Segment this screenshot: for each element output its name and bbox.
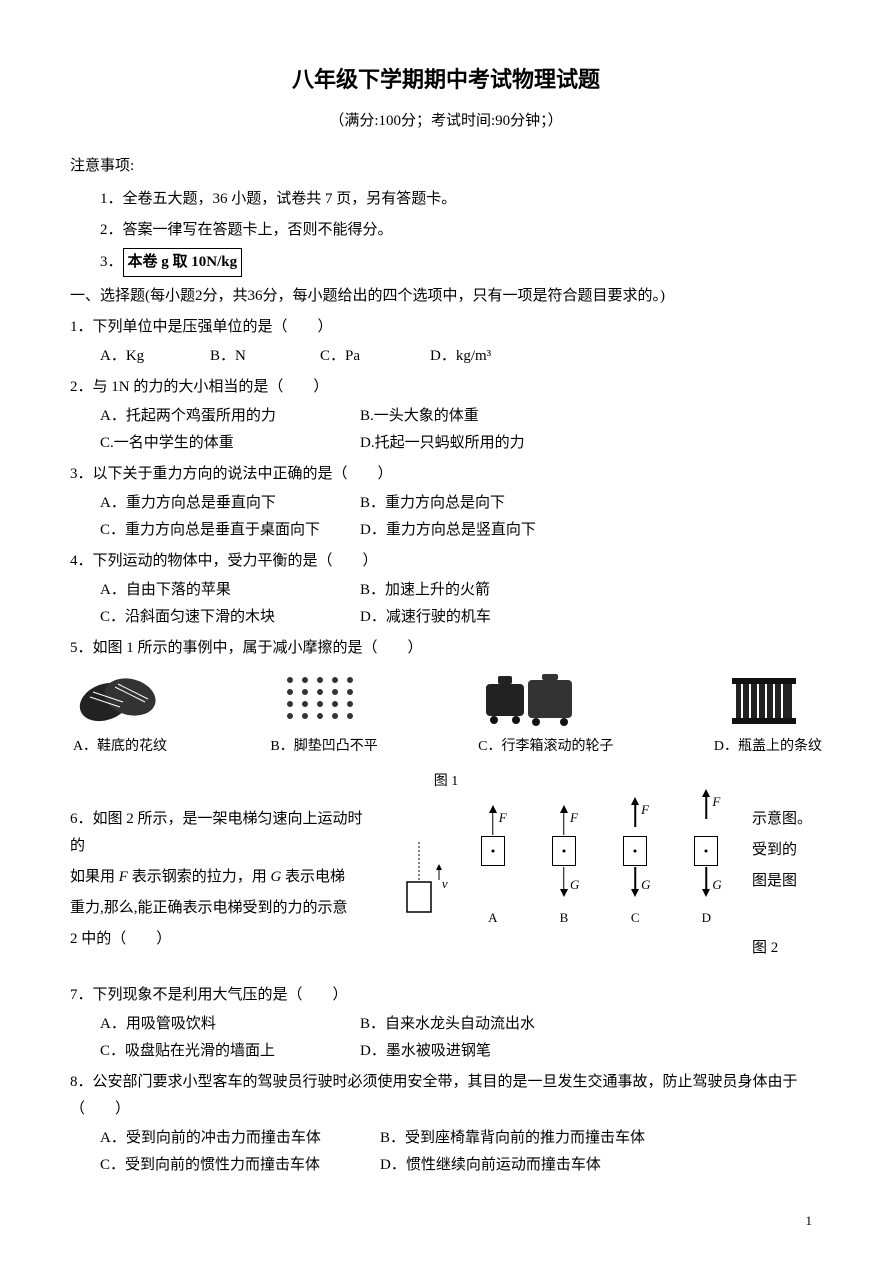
q7-opt-a: A．用吸管吸饮料: [100, 1011, 360, 1038]
q7-stem: 7．下列现象不是利用大气压的是（ ）: [70, 982, 822, 1009]
page-subtitle: （满分:100分；考试时间:90分钟；）: [70, 108, 822, 135]
q6-lc: C: [631, 906, 640, 929]
q6-lb: B: [560, 906, 569, 929]
q4-opt-b: B．加速上升的火箭: [360, 577, 620, 604]
q8-opt-d: D．惯性继续向前运动而撞击车体: [380, 1152, 620, 1179]
q6-opt-b-diagram: F G B: [552, 806, 576, 929]
q4-opt-a: A．自由下落的苹果: [100, 577, 360, 604]
question-7: 7．下列现象不是利用大气压的是（ ） A．用吸管吸饮料 B．自来水龙头自动流出水…: [70, 982, 822, 1065]
q8-stem: 8．公安部门要求小型客车的驾驶员行驶时必须使用安全带，其目的是一旦发生交通事故，…: [70, 1069, 822, 1123]
question-5: 5．如图 1 所示的事例中，属于减小摩擦的是（ ） A．鞋底的花纹 B．脚垫凹凸…: [70, 635, 822, 794]
q5-fig-a: A．鞋底的花纹: [70, 670, 170, 759]
bottle-cap-icon: [714, 670, 814, 730]
q4-opt-c: C．沿斜面匀速下滑的木块: [100, 604, 360, 631]
q3-opt-d: D．重力方向总是竖直向下: [360, 517, 620, 544]
q8-opt-a: A．受到向前的冲击力而撞击车体: [100, 1125, 380, 1152]
question-3: 3．以下关于重力方向的说法中正确的是（ ） A．重力方向总是垂直向下 B．重力方…: [70, 461, 822, 544]
notice-item-2: 2．答案一律写在答题卡上，否则不能得分。: [70, 217, 822, 244]
q5-opt-a: A．鞋底的花纹: [70, 734, 170, 759]
q3-opt-a: A．重力方向总是垂直向下: [100, 490, 360, 517]
q5-opt-d: D．瓶盖上的条纹: [714, 734, 822, 759]
q4-opt-d: D．减速行驶的机车: [360, 604, 620, 631]
q5-opt-b: B．脚垫凹凸不平: [270, 734, 377, 759]
q7-opt-c: C．吸盘贴在光滑的墙面上: [100, 1038, 360, 1065]
question-4: 4．下列运动的物体中，受力平衡的是（ ） A．自由下落的苹果 B．加速上升的火箭…: [70, 548, 822, 631]
q6-right-1: 示意图。: [752, 806, 822, 833]
q4-stem: 4．下列运动的物体中，受力平衡的是（ ）: [70, 548, 822, 575]
notice-item-3: 3．本卷 g 取 10N/kg: [70, 248, 822, 277]
q6-stem-3: 重力,那么,能正确表示电梯受到的力的示意: [70, 895, 370, 922]
q8-opt-c: C．受到向前的惯性力而撞击车体: [100, 1152, 380, 1179]
q6-stem-1: 6．如图 2 所示，是一架电梯匀速向上运动时的: [70, 806, 370, 860]
notice-item-1: 1．全卷五大题，36 小题，试卷共 7 页，另有答题卡。: [70, 186, 822, 213]
q3-opt-c: C．重力方向总是垂直于桌面向下: [100, 517, 360, 544]
luggage-wheel-icon: [478, 670, 578, 730]
question-8: 8．公安部门要求小型客车的驾驶员行驶时必须使用安全带，其目的是一旦发生交通事故，…: [70, 1069, 822, 1179]
q6-opt-a-diagram: F A: [481, 806, 505, 929]
q1-opt-a: A．Kg: [100, 343, 210, 370]
floor-mat-icon: [270, 670, 370, 730]
q6-la: A: [488, 906, 497, 929]
q8-opt-b: B．受到座椅靠背向前的推力而撞击车体: [380, 1125, 645, 1152]
q6-right-3: 图是图: [752, 868, 822, 895]
shoe-sole-icon: [70, 670, 170, 730]
q6-right-4: 图 2: [752, 935, 822, 962]
q6-stem-2: 如果用 F 表示钢索的拉力，用 G 表示电梯: [70, 864, 370, 891]
q5-fig-c: C．行李箱滚动的轮子: [478, 670, 613, 759]
q2-opt-c: C.一名中学生的体重: [100, 430, 360, 457]
q6-ld: D: [702, 906, 711, 929]
q2-opt-d: D.托起一只蚂蚁所用的力: [360, 430, 620, 457]
q2-opt-b: B.一头大象的体重: [360, 403, 620, 430]
q6-opt-d-diagram: F G D: [694, 806, 718, 929]
page-title: 八年级下学期期中考试物理试题: [70, 60, 822, 100]
question-2: 2．与 1N 的力的大小相当的是（ ） A．托起两个鸡蛋所用的力 B.一头大象的…: [70, 374, 822, 457]
question-6: 6．如图 2 所示，是一架电梯匀速向上运动时的 如果用 F 表示钢索的拉力，用 …: [70, 806, 822, 966]
q6-right-text: 示意图。 受到的 图是图 图 2: [752, 806, 822, 966]
q3-stem: 3．以下关于重力方向的说法中正确的是（ ）: [70, 461, 822, 488]
q3-opt-b: B．重力方向总是向下: [360, 490, 620, 517]
q2-opt-a: A．托起两个鸡蛋所用的力: [100, 403, 360, 430]
q5-fig-d: D．瓶盖上的条纹: [714, 670, 822, 759]
q1-opt-d: D．kg/m³: [430, 343, 540, 370]
q1-opt-c: C．Pa: [320, 343, 430, 370]
notice-prefix: 3．: [100, 254, 123, 270]
q5-figure-row: A．鞋底的花纹 B．脚垫凹凸不平 C．行李箱滚动的轮子 D．瓶盖上的条纹: [70, 664, 822, 761]
q7-opt-d: D．墨水被吸进钢笔: [360, 1038, 620, 1065]
notice-boxed: 本卷 g 取 10N/kg: [123, 248, 243, 277]
q5-opt-c: C．行李箱滚动的轮子: [478, 734, 613, 759]
q7-opt-b: B．自来水龙头自动流出水: [360, 1011, 620, 1038]
q5-fig-b: B．脚垫凹凸不平: [270, 670, 377, 759]
section-1-instruction: 一、选择题(每小题2分，共36分，每小题给出的四个选项中，只有一项是符合题目要求…: [70, 283, 822, 310]
q1-stem: 1．下列单位中是压强单位的是（ ）: [70, 314, 822, 341]
q6-text: 6．如图 2 所示，是一架电梯匀速向上运动时的 如果用 F 表示钢索的拉力，用 …: [70, 806, 370, 957]
page-number: 1: [806, 1209, 813, 1232]
elevator-icon: v: [404, 842, 434, 929]
q5-stem: 5．如图 1 所示的事例中，属于减小摩擦的是（ ）: [70, 635, 822, 662]
q1-opt-b: B．N: [210, 343, 320, 370]
q6-opt-c-diagram: F G C: [623, 806, 647, 929]
question-1: 1．下列单位中是压强单位的是（ ） A．Kg B．N C．Pa D．kg/m³: [70, 314, 822, 370]
q6-right-2: 受到的: [752, 837, 822, 864]
q6-stem-4: 2 中的（ ）: [70, 926, 370, 953]
notice-heading: 注意事项:: [70, 153, 822, 180]
q6-diagram: v F A F G B: [380, 806, 742, 929]
q2-stem: 2．与 1N 的力的大小相当的是（ ）: [70, 374, 822, 401]
